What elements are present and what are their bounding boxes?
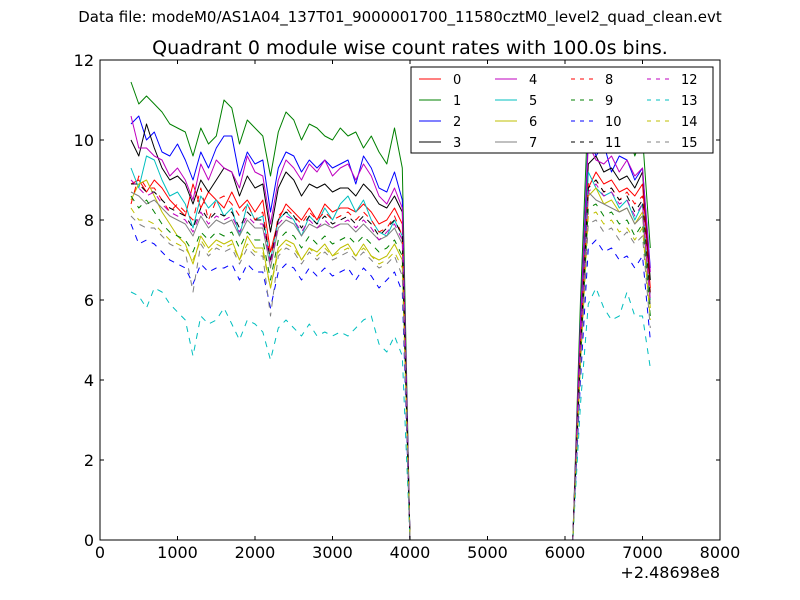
legend-label-1: 1 bbox=[453, 94, 461, 109]
series-line-14 bbox=[130, 207, 651, 541]
legend-box bbox=[410, 66, 714, 154]
chart-title: Quadrant 0 module wise count rates with … bbox=[152, 37, 668, 59]
series-line-3 bbox=[130, 123, 651, 541]
y-tick-label: 2 bbox=[84, 451, 94, 470]
series-line-15 bbox=[130, 215, 651, 541]
legend-label-13: 13 bbox=[681, 94, 698, 109]
x-tick-label: 7000 bbox=[622, 543, 663, 562]
y-tick-label: 8 bbox=[84, 211, 94, 230]
y-tick-label: 6 bbox=[84, 291, 94, 310]
legend-label-5: 5 bbox=[529, 94, 537, 109]
axis-ticks: 0 1000 2000 3000 4000 5000 6000 7000 80000246810… bbox=[74, 51, 741, 562]
series-line-13 bbox=[130, 287, 651, 541]
legend-label-11: 11 bbox=[605, 136, 622, 151]
legend-label-7: 7 bbox=[529, 136, 537, 151]
y-tick-label: 0 bbox=[84, 531, 94, 550]
series-line-11 bbox=[131, 179, 651, 541]
series-line-10 bbox=[130, 223, 651, 541]
legend-label-10: 10 bbox=[605, 115, 622, 130]
y-tick-label: 4 bbox=[84, 371, 94, 390]
x-tick-label: 1000 bbox=[157, 543, 198, 562]
legend-label-3: 3 bbox=[453, 136, 461, 151]
y-tick-label: 12 bbox=[74, 51, 94, 70]
legend-label-9: 9 bbox=[605, 94, 613, 109]
series-line-12 bbox=[130, 179, 651, 541]
series-line-7 bbox=[130, 191, 651, 541]
series-line-8 bbox=[130, 175, 651, 541]
legend-label-6: 6 bbox=[529, 115, 537, 130]
x-axis-offset-label: +2.48698e8 bbox=[620, 563, 720, 582]
figure-suptitle: Data file: modeM0/AS1A04_137T01_90000017… bbox=[78, 8, 722, 26]
x-tick-label: 5000 bbox=[467, 543, 508, 562]
legend-label-2: 2 bbox=[453, 115, 461, 130]
y-tick-label: 10 bbox=[74, 131, 94, 150]
legend-label-14: 14 bbox=[681, 115, 698, 130]
series-line-4 bbox=[130, 115, 651, 541]
series-line-6 bbox=[130, 179, 651, 541]
x-tick-label: 6000 bbox=[545, 543, 586, 562]
x-tick-label: 0 bbox=[95, 543, 105, 562]
legend-label-4: 4 bbox=[529, 73, 537, 88]
legend-label-12: 12 bbox=[681, 73, 698, 88]
x-tick-label: 3000 bbox=[312, 543, 353, 562]
x-tick-label: 4000 bbox=[390, 543, 431, 562]
legend-label-8: 8 bbox=[605, 73, 613, 88]
legend-label-15: 15 bbox=[681, 136, 698, 151]
x-tick-label: 8000 bbox=[700, 543, 741, 562]
x-tick-label: 2000 bbox=[235, 543, 276, 562]
legend-label-0: 0 bbox=[453, 73, 461, 88]
